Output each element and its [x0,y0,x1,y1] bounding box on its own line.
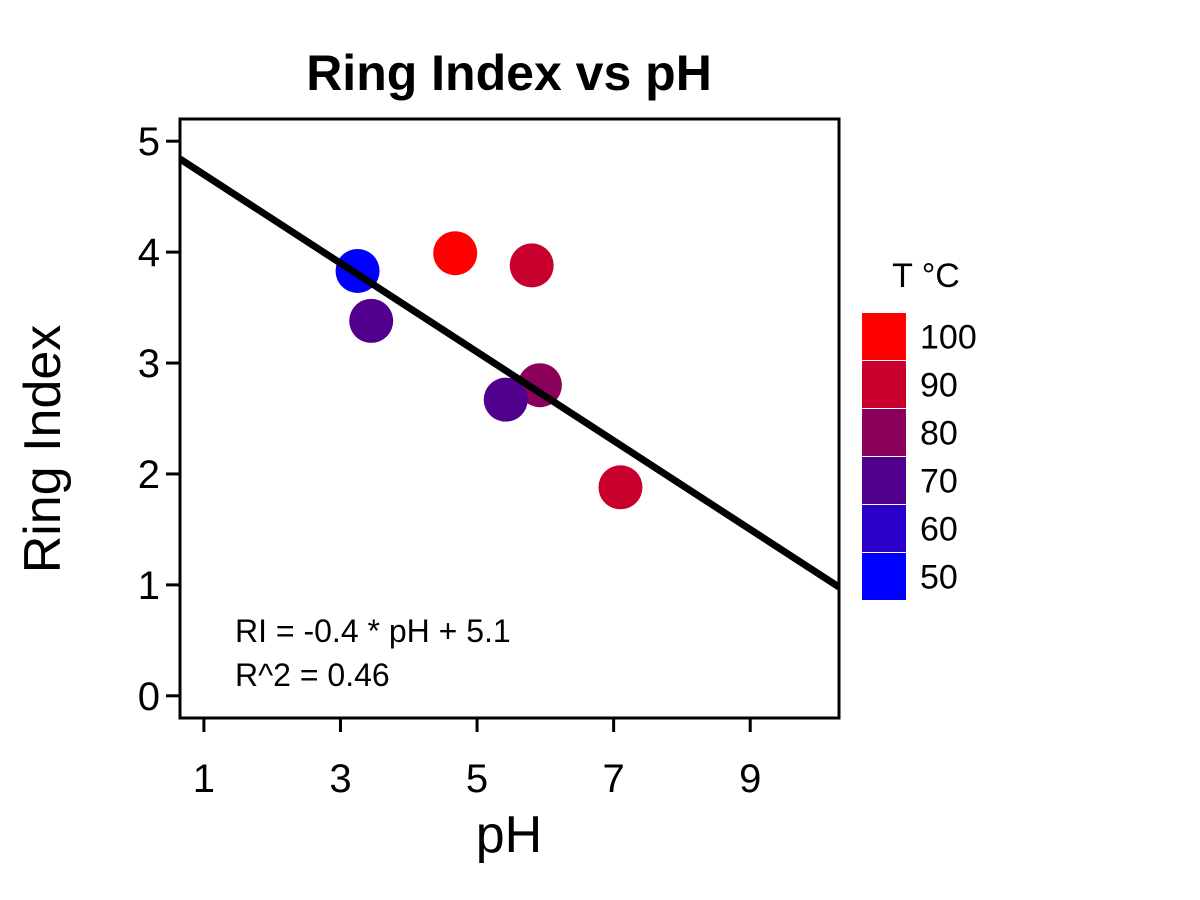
plot-frame [178,117,841,720]
data-point-6 [483,377,528,422]
x-tick-label: 7 [603,757,625,801]
y-tick-label: 4 [138,231,160,275]
legend-swatch-70 [862,457,906,504]
legend-swatch-80 [862,409,906,456]
data-point-2 [349,298,394,343]
r-squared-annotation: R^2 = 0.46 [235,657,390,693]
legend-swatch-50 [862,553,906,600]
equation-annotation: RI = -0.4 * pH + 5.1 [235,613,511,649]
chart-title: Ring Index vs pH [306,45,712,101]
data-point-3 [433,231,478,276]
y-tick-label: 1 [138,564,160,608]
regression-line [180,155,839,591]
legend: T °C 100 90 80 70 60 50 [862,257,977,600]
data-point-4 [509,243,554,288]
y-tick-label: 0 [138,675,160,719]
x-axis-title: pH [476,806,542,864]
y-axis-title: Ring Index [14,325,72,574]
x-tick-label: 3 [329,757,351,801]
legend-swatch-60 [862,505,906,552]
legend-label-50: 50 [920,559,958,597]
x-axis: 1 3 5 7 9 [193,718,761,801]
x-tick-label: 9 [739,757,761,801]
legend-label-70: 70 [920,463,958,501]
legend-label-60: 60 [920,511,958,549]
data-point-7 [598,465,643,510]
x-tick-label: 1 [193,757,215,801]
fit-line-layer [180,155,839,591]
legend-title: T °C [892,257,960,295]
x-tick-label: 5 [466,757,488,801]
points-layer [335,231,643,510]
legend-label-100: 100 [920,319,977,357]
y-tick-label: 5 [138,120,160,164]
y-tick-label: 3 [138,342,160,386]
y-tick-label: 2 [138,453,160,497]
legend-label-80: 80 [920,415,958,453]
y-axis: 0 1 2 3 4 5 [138,120,180,719]
legend-swatch-100 [862,313,906,360]
legend-swatch-90 [862,361,906,408]
legend-label-90: 90 [920,367,958,405]
